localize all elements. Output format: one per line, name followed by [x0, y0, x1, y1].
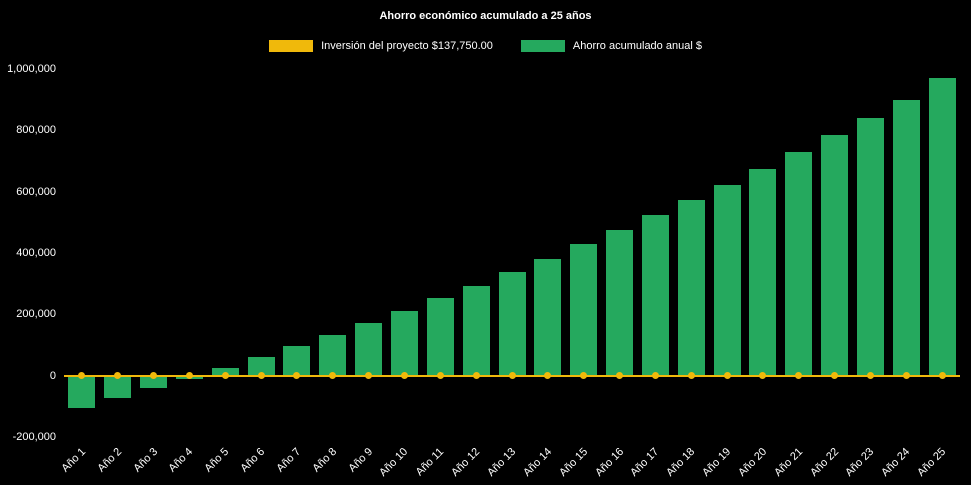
line-marker[interactable] [472, 372, 480, 380]
line-marker[interactable] [400, 372, 408, 380]
line-marker[interactable] [78, 372, 86, 380]
bar[interactable] [498, 272, 526, 376]
legend-label-investment: Inversión del proyecto $137,750.00 [321, 40, 493, 52]
bar[interactable] [641, 215, 669, 376]
y-axis-tick-label: 800,000 [16, 124, 56, 137]
line-marker[interactable] [221, 372, 229, 380]
bar[interactable] [462, 285, 490, 376]
y-axis-tick-label: 400,000 [16, 247, 56, 259]
bar[interactable] [68, 375, 96, 408]
line-marker[interactable] [902, 372, 910, 380]
bar[interactable] [713, 184, 741, 376]
line-marker[interactable] [544, 372, 552, 380]
line-marker[interactable] [257, 372, 265, 380]
legend-label-savings: Ahorro acumulado anual $ [572, 40, 702, 52]
bar[interactable] [247, 357, 275, 376]
line-marker[interactable] [938, 372, 946, 380]
bar[interactable] [856, 117, 884, 376]
line-marker[interactable] [723, 372, 731, 380]
line-marker[interactable] [687, 372, 695, 380]
line-marker[interactable] [831, 372, 839, 380]
line-marker[interactable] [185, 372, 193, 380]
legend-item-savings[interactable]: Ahorro acumulado anual $ [520, 40, 702, 52]
bar[interactable] [211, 368, 239, 376]
bar[interactable] [749, 168, 777, 376]
line-marker[interactable] [508, 372, 516, 380]
line-marker[interactable] [114, 372, 122, 380]
bar[interactable] [390, 310, 418, 376]
bar[interactable] [140, 375, 168, 388]
line-marker[interactable] [365, 372, 373, 380]
bar[interactable] [928, 78, 956, 376]
legend-item-investment[interactable]: Inversión del proyecto $137,750.00 [269, 40, 493, 52]
bar[interactable] [104, 375, 132, 398]
line-marker[interactable] [150, 372, 158, 380]
line-marker[interactable] [616, 372, 624, 380]
bar[interactable] [892, 99, 920, 376]
y-axis-tick-label: 200,000 [16, 308, 56, 321]
bar[interactable] [534, 258, 562, 376]
line-marker[interactable] [866, 372, 874, 380]
line-marker[interactable] [293, 372, 301, 380]
line-marker[interactable] [759, 372, 767, 380]
line-marker[interactable] [651, 372, 659, 380]
line-marker[interactable] [436, 372, 444, 380]
line-marker[interactable] [795, 372, 803, 380]
bar[interactable] [570, 244, 598, 376]
y-axis-tick-label: 600,000 [16, 185, 56, 198]
y-axis-tick-label: 0 [49, 369, 56, 382]
investment-swatch [269, 40, 314, 52]
bar[interactable] [785, 152, 813, 376]
y-axis-tick-label: -200,000 [12, 431, 56, 443]
line-marker[interactable] [580, 372, 588, 380]
bar[interactable] [606, 230, 634, 376]
savings-swatch [520, 40, 565, 52]
y-axis-tick-label: 1,000,000 [7, 63, 56, 75]
bar[interactable] [426, 298, 454, 376]
plot-area: -200,000 0 200,000 400,000 600,000 800,000 1,0… [7, 63, 960, 479]
legend: Inversión del proyecto $137,750.00 Ahorr… [0, 40, 971, 52]
bar[interactable] [283, 345, 311, 376]
bar[interactable] [355, 322, 383, 376]
line-marker[interactable] [329, 372, 337, 380]
bar[interactable] [677, 200, 705, 376]
bar[interactable] [319, 334, 347, 376]
chart-title: Ahorro económico acumulado a 25 años [379, 10, 592, 22]
bar[interactable] [821, 135, 849, 376]
